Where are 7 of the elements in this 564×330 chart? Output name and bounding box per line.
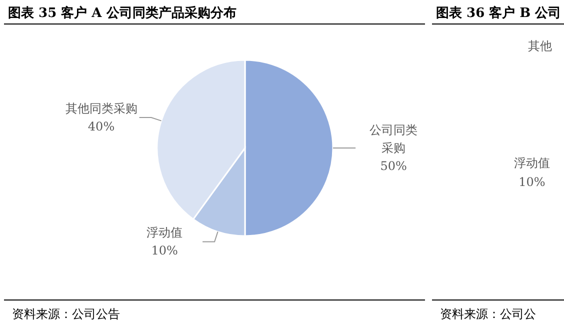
source: 资料来源：公司公 — [440, 307, 536, 321]
source: 资料来源：公司公告 — [12, 307, 120, 321]
annotation: 浮动值 — [514, 156, 550, 170]
annotation: 10% — [518, 175, 546, 189]
title: 图表 36 客户 B 公司 — [436, 6, 562, 21]
title: 图表 35 客户 A 公司同类产品采购分布 — [8, 6, 236, 21]
annotation: 其他 — [528, 39, 552, 53]
